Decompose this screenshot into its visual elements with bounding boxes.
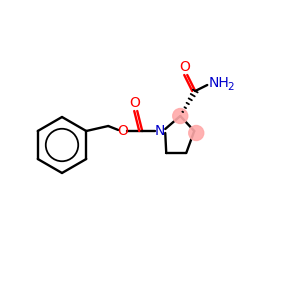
Text: O: O <box>129 96 140 110</box>
Text: 2: 2 <box>227 82 234 92</box>
Text: O: O <box>117 124 128 138</box>
Circle shape <box>189 125 204 140</box>
Text: N: N <box>155 124 165 138</box>
Circle shape <box>173 109 188 124</box>
Text: O: O <box>179 60 190 74</box>
Text: NH: NH <box>209 76 230 90</box>
